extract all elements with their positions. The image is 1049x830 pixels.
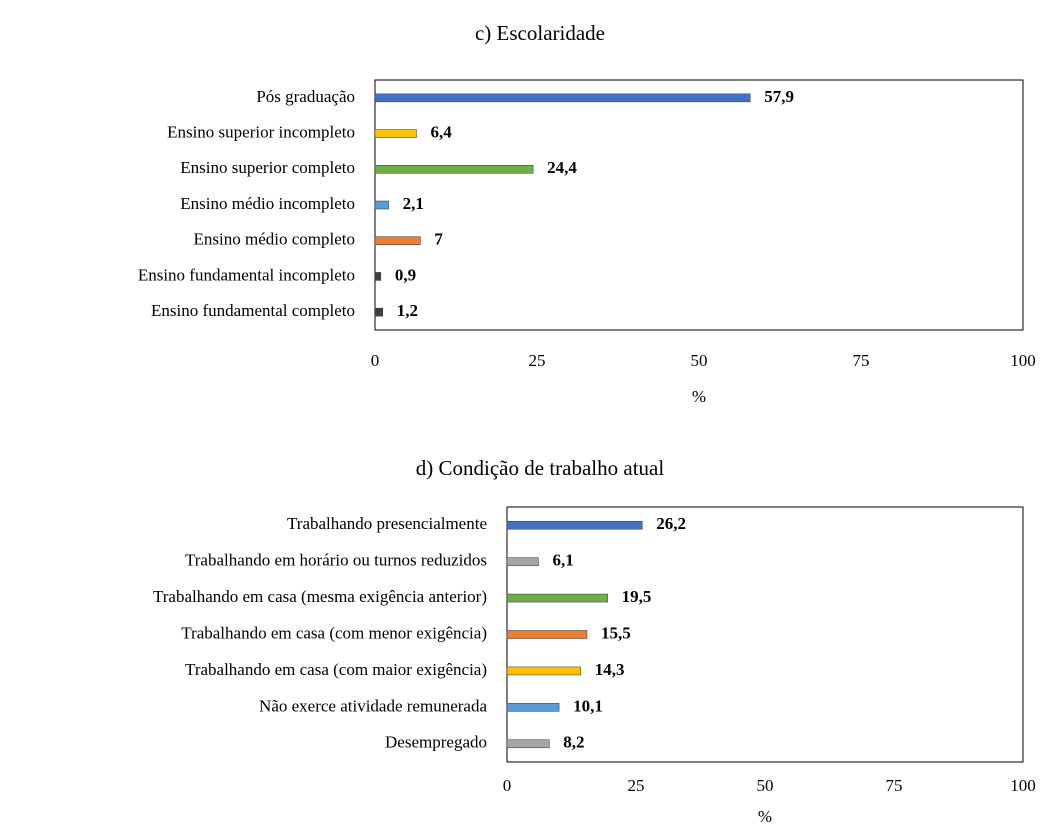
- value-label: 24,4: [547, 158, 577, 177]
- y-tick-label: Ensino fundamental incompleto: [138, 265, 355, 284]
- bar: [506, 739, 550, 749]
- x-axis-label: %: [692, 387, 706, 406]
- value-label: 1,2: [397, 301, 418, 320]
- y-tick-label: Trabalhando em casa (com menor exigência…: [181, 623, 487, 642]
- x-tick-label: 50: [691, 351, 708, 370]
- bar: [506, 703, 560, 712]
- value-label: 8,2: [563, 733, 584, 752]
- x-tick-label: 100: [1010, 351, 1036, 370]
- y-tick-label: Não exerce atividade remunerada: [259, 696, 487, 715]
- y-tick-label: Ensino superior completo: [180, 158, 355, 177]
- value-label: 6,4: [430, 122, 452, 141]
- x-tick-label: 100: [1010, 776, 1036, 795]
- value-label: 26,2: [656, 514, 686, 533]
- plot-frame: [374, 79, 1024, 331]
- x-tick-label: 0: [371, 351, 380, 370]
- x-tick-label: 0: [503, 776, 512, 795]
- value-label: 15,5: [601, 623, 631, 642]
- y-tick-label: Trabalhando em horário ou turnos reduzid…: [185, 551, 487, 570]
- bar: [374, 165, 534, 174]
- value-label: 6,1: [552, 551, 573, 570]
- y-tick-label: Ensino médio completo: [194, 230, 355, 249]
- bar: [374, 272, 382, 281]
- value-label: 57,9: [764, 87, 794, 106]
- x-tick-label: 25: [529, 351, 546, 370]
- x-tick-label: 75: [853, 351, 870, 370]
- bar: [506, 557, 539, 566]
- x-tick-label: 25: [628, 776, 645, 795]
- y-tick-label: Pós graduação: [256, 87, 355, 106]
- chart-title: d) Condição de trabalho atual: [416, 456, 665, 480]
- value-label: 14,3: [595, 660, 625, 679]
- value-label: 19,5: [622, 587, 652, 606]
- chart-title: c) Escolaridade: [475, 21, 605, 45]
- bar: [506, 666, 582, 676]
- value-label: 2,1: [403, 194, 424, 213]
- value-label: 7: [434, 230, 443, 249]
- x-tick-label: 50: [757, 776, 774, 795]
- bar: [374, 307, 384, 317]
- bar: [506, 593, 608, 603]
- bar: [374, 93, 751, 103]
- x-axis-label: %: [758, 807, 772, 826]
- x-tick-label: 75: [886, 776, 903, 795]
- bar: [374, 129, 417, 138]
- y-tick-label: Desempregado: [385, 733, 487, 752]
- y-tick-label: Ensino fundamental completo: [151, 301, 355, 320]
- bar: [374, 200, 389, 210]
- bar: [506, 520, 643, 530]
- y-tick-label: Trabalhando em casa (mesma exigência ant…: [153, 587, 487, 606]
- y-tick-label: Trabalhando presencialmente: [287, 514, 487, 533]
- value-label: 10,1: [573, 696, 603, 715]
- bar: [506, 630, 588, 639]
- y-tick-label: Ensino médio incompleto: [180, 194, 355, 213]
- y-tick-label: Ensino superior incompleto: [167, 122, 355, 141]
- bar: [374, 236, 421, 245]
- value-label: 0,9: [395, 265, 416, 284]
- y-tick-label: Trabalhando em casa (com maior exigência…: [185, 660, 487, 679]
